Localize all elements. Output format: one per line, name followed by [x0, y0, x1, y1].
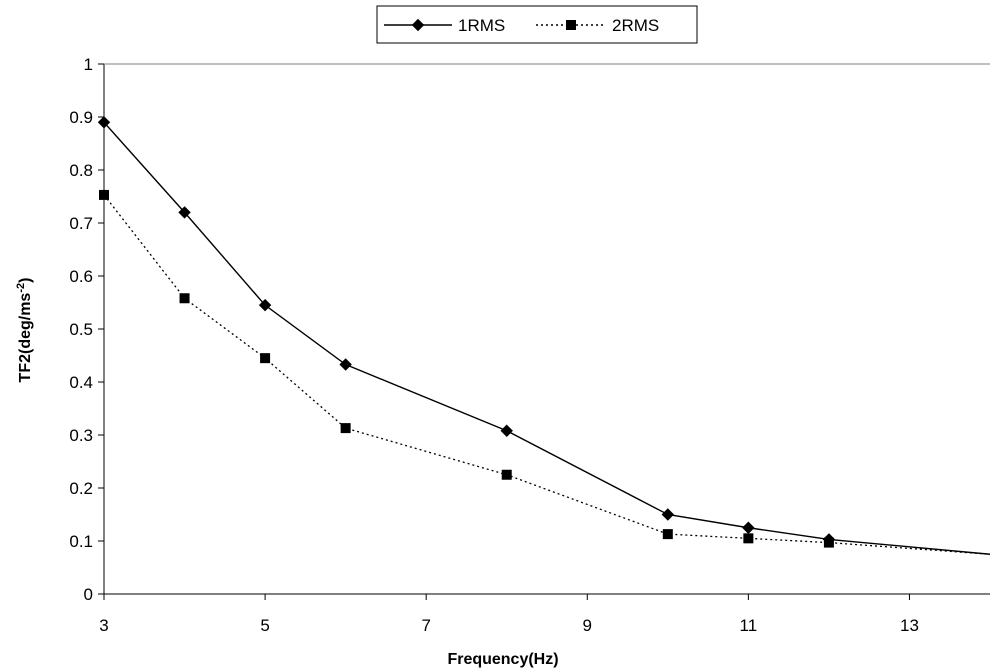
y-ticks: 0 0.1 0.2 0.3 0.4 0.5 0.6 0.7 0.8 0.9 1 — [69, 55, 104, 604]
data-point-1rms — [742, 521, 755, 534]
data-point-1rms — [258, 298, 272, 312]
x-tick-label: 11 — [740, 616, 758, 635]
data-point-2rms — [99, 189, 109, 200]
y-tick-label: 0 — [84, 585, 93, 604]
legend-label: 2RMS — [612, 16, 659, 35]
data-point-2rms — [179, 293, 190, 304]
legend-marker — [566, 20, 576, 30]
data-point-2rms — [823, 537, 834, 548]
x-tick-label: 9 — [583, 616, 592, 635]
series-layer — [97, 116, 990, 555]
legend-marker — [411, 18, 425, 32]
legend-item-1rms: 1RMS — [384, 16, 505, 35]
data-point-2rms — [662, 529, 673, 540]
y-axis-title-base: TF2(deg/ms — [17, 293, 34, 383]
data-point-1rms — [339, 358, 352, 371]
y-axis-title-superscript: -2 — [15, 283, 27, 293]
data-point-2rms — [743, 533, 754, 544]
x-tick-label: 7 — [421, 616, 430, 635]
axes: 0 0.1 0.2 0.3 0.4 0.5 0.6 0.7 0.8 0.9 1 3 5 7 9 11 13 — [69, 55, 990, 635]
legend-label: 1RMS — [458, 16, 505, 35]
data-point-1rms — [661, 508, 675, 521]
y-axis-title: TF2(deg/ms-2) — [15, 278, 34, 383]
y-tick-label: 0.4 — [69, 373, 93, 392]
x-tick-label: 13 — [900, 616, 919, 635]
y-tick-label: 0.1 — [69, 532, 93, 551]
y-tick-label: 0.5 — [69, 320, 93, 339]
y-axis-title-suffix: ) — [17, 278, 34, 283]
data-point-2rms — [501, 469, 512, 480]
x-ticks: 3 5 7 9 11 13 — [99, 594, 919, 635]
y-tick-label: 0.8 — [69, 161, 93, 180]
data-point-2rms — [260, 353, 271, 364]
y-tick-label: 1 — [84, 55, 93, 74]
data-point-1rms — [178, 206, 191, 219]
y-tick-label: 0.3 — [69, 426, 93, 445]
legend-item-2rms: 2RMS — [536, 16, 659, 35]
data-point-1rms — [97, 116, 111, 129]
data-point-2rms — [340, 423, 351, 434]
series-2rms — [99, 189, 990, 555]
data-point-1rms — [500, 424, 513, 437]
y-tick-label: 0.9 — [69, 108, 93, 127]
x-tick-label: 5 — [260, 616, 269, 635]
y-tick-label: 0.7 — [69, 214, 93, 233]
y-tick-label: 0.2 — [69, 479, 93, 498]
x-axis-title: Frequency(Hz) — [447, 651, 558, 668]
legend: 1RMS 2RMS — [376, 5, 698, 44]
x-tick-label: 3 — [99, 616, 108, 635]
y-tick-label: 0.6 — [69, 267, 93, 286]
